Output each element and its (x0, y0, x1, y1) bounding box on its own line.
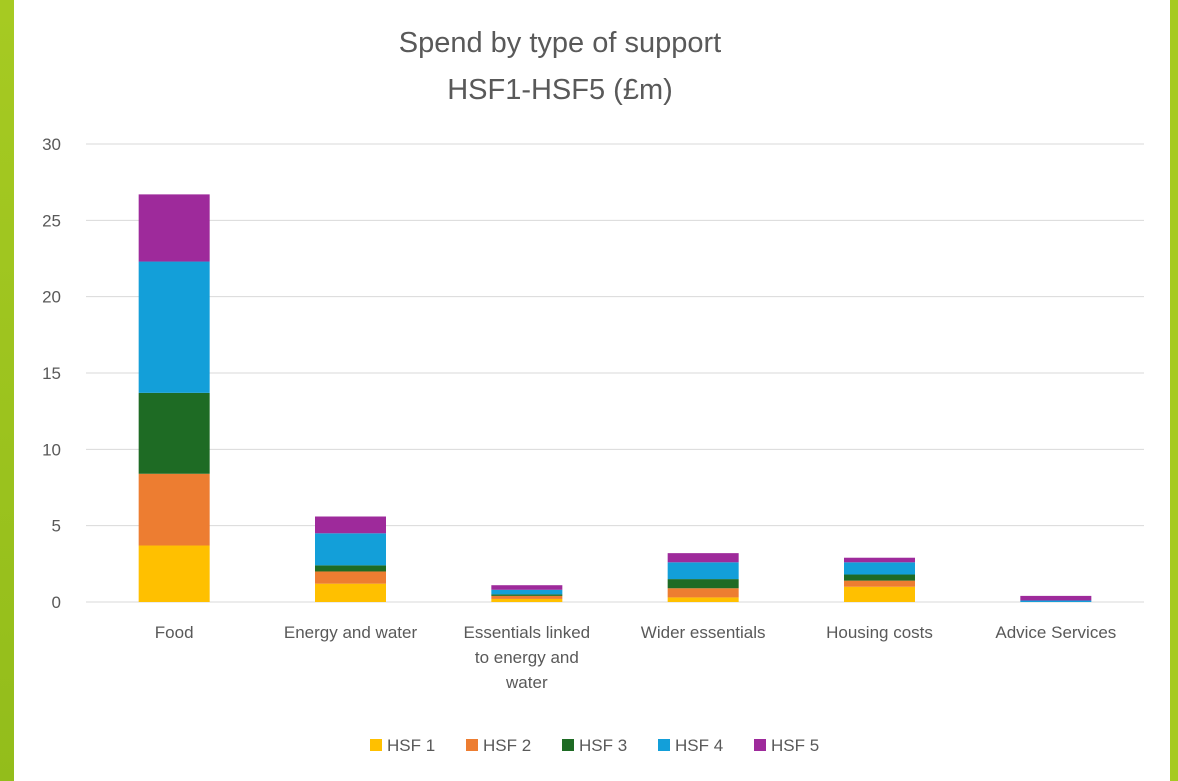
bar-segment-hsf5-cat-3 (667, 553, 739, 563)
bar-segment-hsf2-cat-0 (138, 473, 210, 546)
x-category-label: water (505, 673, 548, 692)
bar-segment-hsf3-cat-1 (315, 565, 386, 572)
bar-segment-hsf2-cat-4 (844, 580, 915, 587)
stacked-bar-chart: Spend by type of support HSF1-HSF5 (£m) 0… (42, 27, 1144, 755)
bar-segment-hsf1-cat-1 (315, 583, 386, 602)
bar-segment-hsf4-cat-3 (667, 562, 739, 580)
legend-label-hsf4: HSF 4 (675, 736, 723, 755)
chart-title-line-1: Spend by type of support (399, 27, 721, 59)
x-axis-categories: Food Energy and water Essentials linked to … (155, 623, 1117, 692)
x-category-label: Housing costs (826, 623, 933, 642)
bar-segment-hsf3-cat-3 (667, 579, 739, 589)
y-tick-label: 20 (42, 288, 61, 307)
chart-title: Spend by type of support HSF1-HSF5 (£m) (399, 27, 721, 106)
bar-segment-hsf1-cat-2 (491, 598, 563, 602)
legend-swatch-hsf4 (658, 739, 670, 751)
bar-segment-hsf5-cat-2 (491, 585, 563, 590)
legend-swatch-hsf5 (754, 739, 766, 751)
bar-segment-hsf3-cat-4 (844, 574, 915, 581)
bar-segment-hsf1-cat-3 (667, 597, 739, 602)
chart-title-line-2: HSF1-HSF5 (£m) (447, 74, 673, 106)
right-green-border (1170, 0, 1178, 781)
bar-segment-hsf5-cat-0 (138, 194, 210, 262)
y-tick-label: 10 (42, 440, 61, 459)
bar-segment-hsf1-cat-0 (138, 545, 210, 602)
bar-segment-hsf2-cat-1 (315, 571, 386, 584)
y-axis-ticks: 0 5 10 15 20 25 30 (42, 135, 61, 612)
gridlines (86, 143, 1144, 603)
bar-segment-hsf3-cat-0 (138, 392, 210, 474)
bar-segment-hsf3-cat-2 (491, 594, 563, 596)
bar-segment-hsf4-cat-1 (315, 533, 386, 566)
bar-segment-hsf5-cat-5 (1020, 595, 1092, 601)
y-tick-label: 15 (42, 364, 61, 383)
bar-segment-hsf2-cat-3 (667, 588, 739, 598)
x-category-label: Food (155, 623, 194, 642)
x-category-label: to energy and (475, 648, 579, 667)
legend-label-hsf5: HSF 5 (771, 736, 819, 755)
legend-swatch-hsf1 (370, 739, 382, 751)
legend-label-hsf1: HSF 1 (387, 736, 435, 755)
bar-segment-hsf5-cat-1 (315, 516, 386, 534)
x-category-label: Energy and water (284, 623, 418, 642)
legend-swatch-hsf3 (562, 739, 574, 751)
y-tick-label: 25 (42, 211, 61, 230)
bar-segment-hsf4-cat-0 (138, 261, 210, 393)
chart-card: Spend by type of support HSF1-HSF5 (£m) 0… (14, 0, 1170, 781)
y-tick-label: 30 (42, 135, 61, 154)
y-tick-label: 0 (52, 593, 61, 612)
bar-segment-hsf4-cat-2 (491, 589, 563, 595)
legend-label-hsf2: HSF 2 (483, 736, 531, 755)
bar-segment-hsf4-cat-5 (1020, 600, 1092, 602)
legend-swatch-hsf2 (466, 739, 478, 751)
x-category-label: Essentials linked (464, 623, 591, 642)
legend-label-hsf3: HSF 3 (579, 736, 627, 755)
x-category-label: Wider essentials (641, 623, 766, 642)
y-tick-label: 5 (52, 517, 61, 536)
bars (138, 194, 1092, 602)
left-green-border (0, 0, 14, 781)
bar-segment-hsf4-cat-4 (844, 562, 915, 575)
bar-segment-hsf2-cat-2 (491, 595, 563, 599)
legend: HSF 1 HSF 2 HSF 3 HSF 4 HSF 5 (370, 736, 819, 755)
bar-segment-hsf5-cat-4 (844, 557, 915, 563)
x-category-label: Advice Services (995, 623, 1116, 642)
bar-segment-hsf1-cat-4 (844, 586, 915, 602)
